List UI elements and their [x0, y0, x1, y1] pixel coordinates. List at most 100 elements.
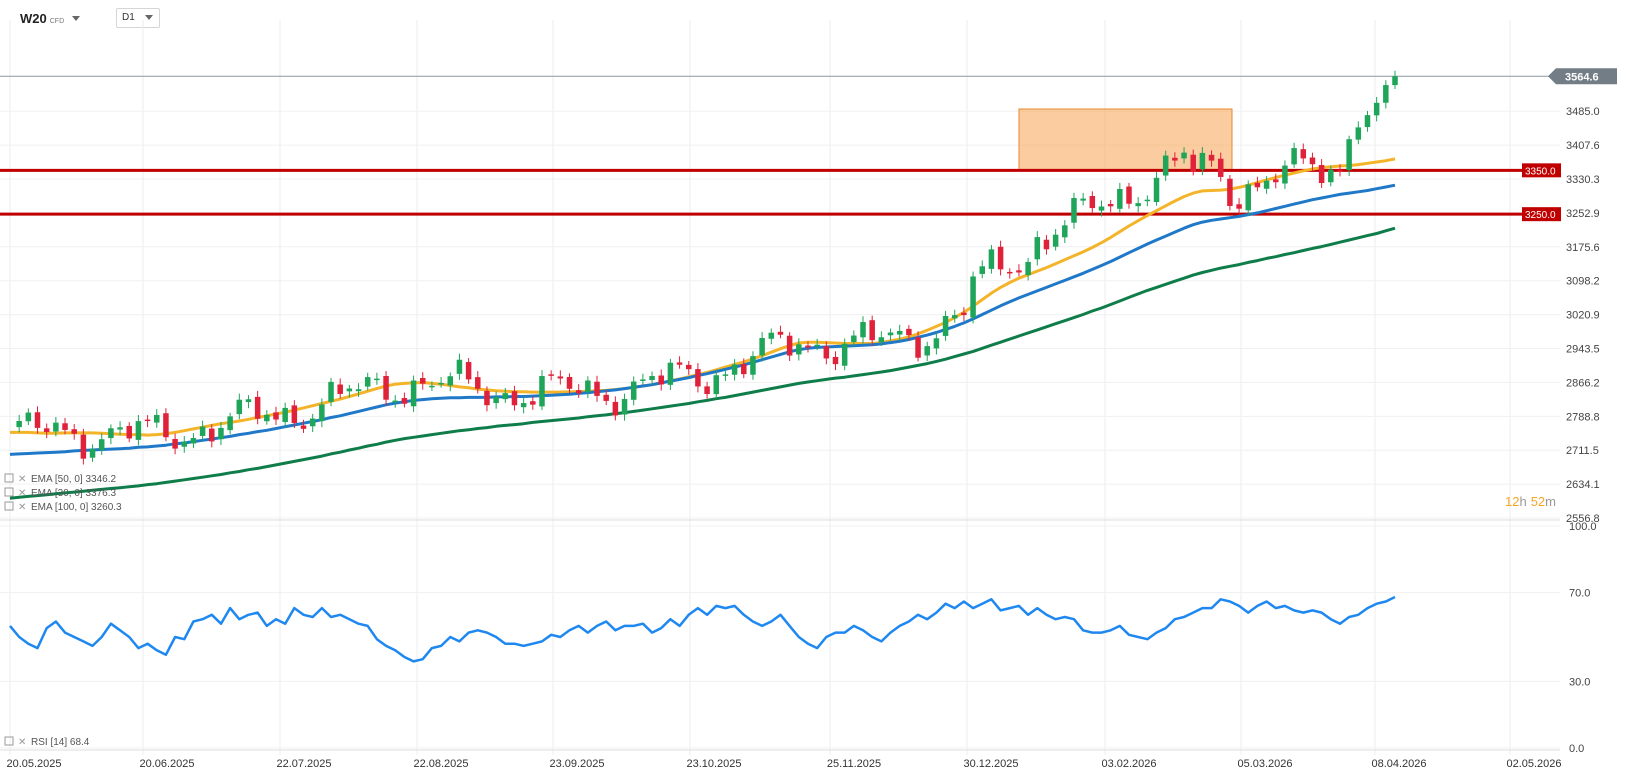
candle-body [43, 428, 50, 433]
candle-body [851, 335, 857, 343]
candle-body [71, 429, 77, 434]
candle-body [364, 377, 371, 387]
candle-body [896, 330, 903, 335]
rsi-pane [9, 595, 1396, 663]
candle-body [557, 376, 564, 379]
candle-body [741, 363, 747, 375]
price-tick-label: 3020.9 [1566, 310, 1600, 322]
candle-body [786, 335, 793, 356]
candle-body [1337, 170, 1343, 172]
indicator-label: EMA [100, 0] 3260.3 [31, 502, 122, 513]
date-tick-label: 05.03.2026 [1237, 758, 1292, 770]
candle-body [988, 249, 995, 269]
candle-body [484, 390, 490, 406]
candle-body [1346, 139, 1352, 171]
candle-body [805, 345, 811, 348]
last-price-label: 3564.6 [1565, 71, 1599, 83]
candle-body [410, 380, 417, 407]
price-tick-label: 3175.6 [1566, 242, 1600, 254]
candle-body [98, 439, 105, 450]
candle-body [383, 375, 389, 400]
symbol-dropdown-icon[interactable] [72, 16, 80, 21]
candle-body [915, 337, 921, 358]
level-tag [1522, 207, 1561, 222]
candle-body [80, 434, 87, 459]
candle-body [713, 375, 720, 395]
ema-line [9, 226, 1396, 500]
candle-body [530, 401, 536, 405]
rsi-tick-label: 70.0 [1569, 588, 1590, 600]
horizontal-levels [0, 75, 1560, 216]
candle-body [419, 378, 426, 384]
candle-body [970, 276, 976, 318]
candle-body [108, 428, 114, 439]
candle-body [1392, 76, 1398, 86]
candle-body [979, 266, 986, 274]
candle-body [1016, 270, 1022, 273]
symbol-type: CFD [49, 18, 65, 25]
candle-body [1291, 148, 1297, 165]
candle-body [254, 396, 261, 419]
candle-body [1062, 225, 1068, 238]
candle-body [209, 428, 215, 442]
candle-body [566, 376, 573, 389]
candle-body [126, 425, 132, 439]
indicator-label: EMA [50, 0] 3346.2 [31, 474, 116, 485]
candle-body [456, 359, 463, 374]
candle-body [1080, 198, 1086, 201]
candle-body [685, 364, 692, 370]
candle-body [860, 322, 866, 338]
symbol-selector[interactable]: W20 CFD [20, 11, 64, 26]
date-tick-label: 20.06.2025 [139, 758, 194, 770]
price-tick-label: 3407.6 [1566, 140, 1600, 152]
date-tick-label: 25.11.2025 [827, 758, 881, 770]
remove-icon[interactable]: ✕ [18, 474, 26, 485]
remove-icon[interactable]: ✕ [18, 502, 26, 513]
candle-body [731, 364, 738, 375]
price-tick-label: 3098.2 [1566, 276, 1600, 288]
price-tick-label: 3485.0 [1566, 106, 1600, 118]
candle-body [135, 421, 142, 440]
candle-body [520, 403, 527, 408]
candle-body [53, 422, 59, 432]
timeframe-select[interactable]: D1 [116, 8, 160, 28]
candle-body [328, 381, 334, 402]
candle-body [1025, 261, 1031, 276]
candle-body [1089, 196, 1096, 209]
date-tick-label: 23.09.2025 [549, 758, 604, 770]
candle-body [493, 397, 499, 404]
candle-body [961, 312, 967, 316]
candle-body [841, 343, 848, 366]
price-tick-label: 3252.9 [1566, 208, 1600, 220]
candle-body [89, 448, 96, 458]
candle-body [777, 331, 784, 335]
candle-body [511, 391, 518, 406]
rsi-tick-label: 100.0 [1569, 521, 1597, 533]
rsi-tick-label: 30.0 [1569, 676, 1590, 688]
candle-body [429, 385, 435, 388]
ema-line [9, 183, 1396, 456]
date-tick-label: 20.05.2025 [6, 758, 61, 770]
candle-body [447, 376, 454, 386]
candle-body [823, 346, 830, 359]
remove-icon[interactable]: ✕ [18, 737, 26, 748]
resistance-zone [1018, 108, 1233, 171]
candle-body [1052, 234, 1059, 247]
candle-body [621, 399, 628, 415]
candle-body [1282, 165, 1288, 184]
candle-body [869, 320, 875, 341]
remove-icon[interactable]: ✕ [18, 488, 26, 499]
date-tick-label: 03.02.2026 [1101, 758, 1156, 770]
candle-body [603, 394, 609, 401]
candle-body [300, 425, 307, 429]
price-tick-label: 2556.8 [1566, 513, 1600, 525]
candle-body [1126, 186, 1132, 204]
candle-body [282, 407, 288, 423]
candle-body [273, 412, 279, 420]
candle-body [16, 421, 22, 428]
candle-body [1043, 239, 1050, 250]
candle-body [1236, 204, 1242, 209]
candle-body [355, 389, 362, 392]
candle-body [878, 337, 885, 343]
